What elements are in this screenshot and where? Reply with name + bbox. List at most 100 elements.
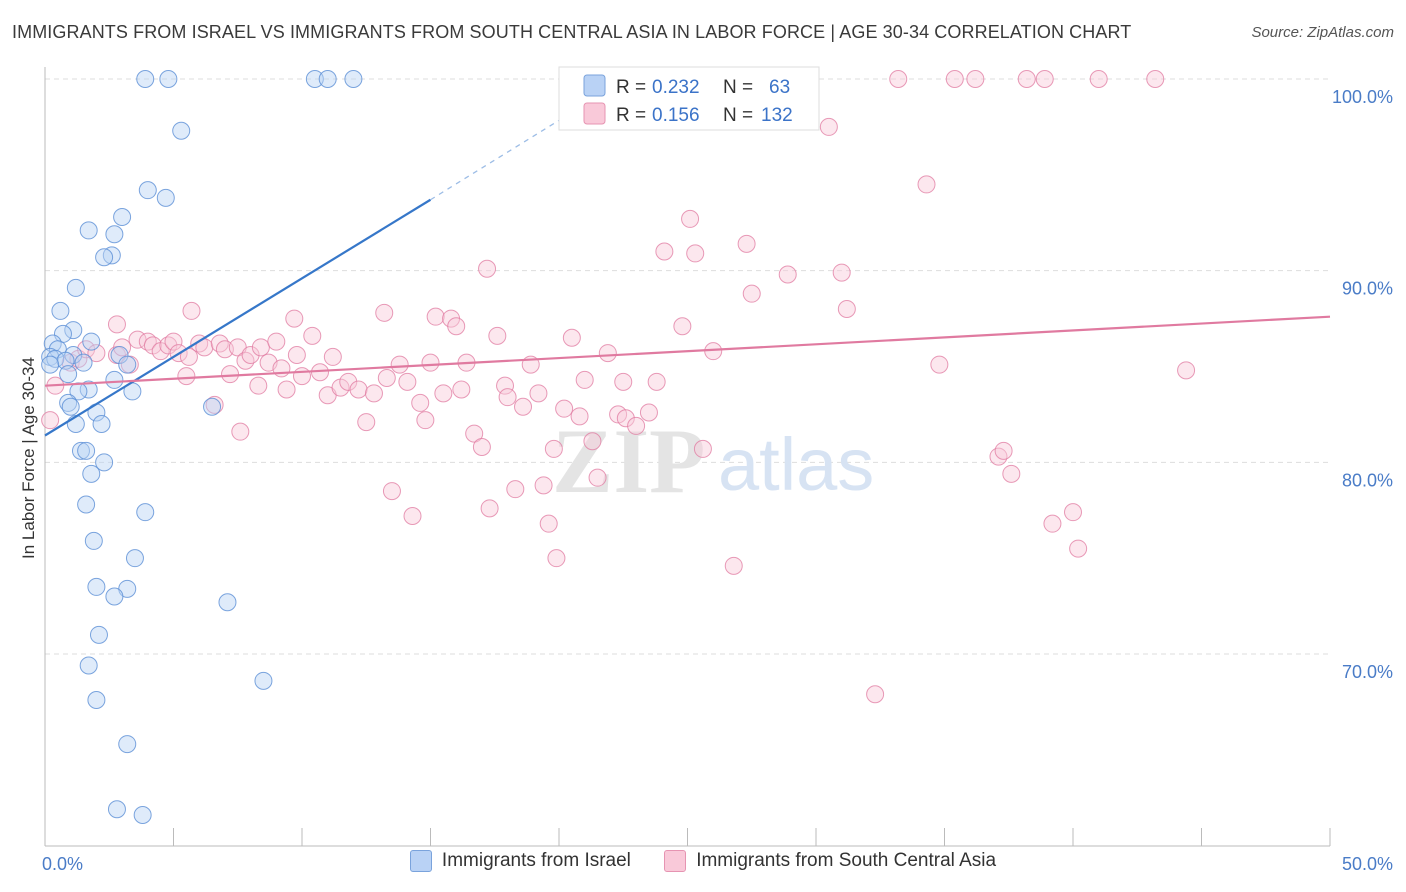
chart-title: IMMIGRANTS FROM ISRAEL VS IMMIGRANTS FRO…: [12, 22, 1132, 42]
sca-point-55: [416, 411, 435, 430]
sca-point-53: [403, 507, 422, 525]
sca-point-25: [221, 365, 240, 384]
y-tick-label-2: 90.0%: [1342, 279, 1393, 299]
sca-point-42: [323, 347, 342, 366]
israel-point-40: [77, 441, 96, 460]
israel-point-37: [66, 415, 85, 433]
sca-point-117: [1069, 539, 1088, 558]
sca-point-27: [231, 422, 250, 441]
sca-point-115: [1043, 514, 1062, 533]
israel-point-27: [118, 355, 137, 374]
sca-point-56: [421, 353, 440, 372]
sca-point-90: [647, 372, 666, 391]
israel-point-24: [56, 351, 75, 370]
legend-r-label-israel: R =: [616, 77, 646, 98]
israel-point-28: [59, 365, 78, 384]
sca-point-38: [293, 367, 311, 386]
sca-point-100: [778, 265, 797, 284]
israel-point-21: [110, 346, 129, 364]
sca-point-104: [866, 685, 885, 704]
trend-lines: [44, 88, 1331, 437]
sca-point-81: [575, 370, 594, 389]
sca-point-66: [480, 499, 499, 518]
sca-point-22: [205, 395, 224, 414]
sca-point-82: [583, 432, 602, 451]
sca-point-110: [989, 447, 1008, 466]
sca-point-120: [1177, 361, 1196, 380]
watermark-atlas: atlas: [718, 423, 874, 506]
israel-point-1: [159, 70, 178, 88]
legend-n-value-sca: 132: [761, 105, 793, 126]
sca-point-73: [529, 384, 548, 403]
series-israel: [41, 70, 363, 824]
israel-point-34: [61, 397, 80, 416]
watermark-zip: ZIP: [552, 410, 705, 512]
sca-point-83: [588, 468, 607, 487]
legend-swatch-israel: [583, 74, 606, 97]
israel-point-15: [64, 321, 83, 340]
legend-r-label-sca: R =: [616, 105, 646, 126]
israel-point-56: [107, 800, 126, 819]
tick-labels: 70.0% 80.0% 90.0% 100.0% 0.0% 50.0%: [42, 87, 1393, 874]
legend-label-israel: Immigrants from Israel: [441, 850, 631, 871]
sca-point-94: [686, 244, 705, 263]
sca-point-52: [398, 372, 417, 391]
legend-swatch-sca: [583, 102, 606, 125]
sca-point-31: [251, 338, 270, 357]
trend-line-israel: [44, 198, 432, 437]
stats-legend: R = 0.232 N = 63 R = 0.156 N = 132: [558, 66, 820, 131]
sca-point-86: [614, 372, 633, 391]
legend-label-sca: Immigrants from South Central Asia: [696, 850, 997, 871]
sca-point-97: [724, 556, 743, 575]
y-axis-label: In Labor Force | Age 30-34: [19, 357, 38, 559]
y-tick-label-0: 70.0%: [1342, 662, 1393, 682]
israel-point-17: [82, 332, 101, 351]
sca-point-28: [236, 351, 255, 370]
legend-n-label-sca: N =: [723, 105, 753, 126]
israel-point-0: [136, 70, 155, 88]
sca-point-114: [1035, 70, 1054, 88]
sca-point-58: [434, 384, 453, 403]
sca-point-68: [496, 376, 515, 395]
sca-point-65: [478, 259, 497, 278]
sca-point-70: [506, 480, 525, 499]
israel-point-38: [92, 415, 111, 433]
sca-point-50: [382, 482, 401, 501]
israel-point-52: [79, 656, 98, 675]
sca-point-107: [930, 355, 949, 374]
legend-swatch-israel-bottom: [409, 850, 432, 872]
sca-point-116: [1064, 503, 1082, 522]
sca-point-37: [287, 346, 306, 364]
sca-point-71: [514, 397, 533, 416]
israel-point-47: [87, 577, 106, 596]
israel-point-18: [43, 334, 62, 353]
sca-point-99: [742, 284, 761, 303]
sca-point-19: [182, 301, 201, 320]
sca-point-80: [570, 407, 589, 426]
israel-point-25: [74, 353, 93, 372]
sca-point-54: [411, 393, 430, 412]
israel-point-44: [136, 503, 155, 522]
sca-point-36: [285, 309, 304, 328]
gridlines: [45, 78, 1330, 655]
sca-point-60: [447, 317, 466, 336]
legend-n-label-israel: N =: [723, 77, 753, 98]
israel-point-2: [305, 70, 324, 88]
sca-point-15: [164, 332, 183, 351]
sca-point-84: [598, 344, 617, 363]
sca-point-45: [349, 380, 368, 399]
sca-point-111: [994, 441, 1013, 460]
israel-point-4: [344, 70, 363, 88]
israel-point-9: [79, 221, 98, 240]
israel-point-26: [41, 355, 60, 374]
sca-point-5: [87, 344, 106, 363]
sca-point-57: [426, 307, 445, 326]
y-tick-label-1: 80.0%: [1342, 470, 1393, 490]
israel-point-11: [102, 246, 121, 265]
sca-point-61: [452, 380, 471, 399]
sca-point-69: [498, 388, 517, 407]
sca-point-93: [681, 209, 700, 228]
israel-point-29: [105, 370, 124, 389]
x-tick-label-0: 0.0%: [42, 854, 83, 874]
